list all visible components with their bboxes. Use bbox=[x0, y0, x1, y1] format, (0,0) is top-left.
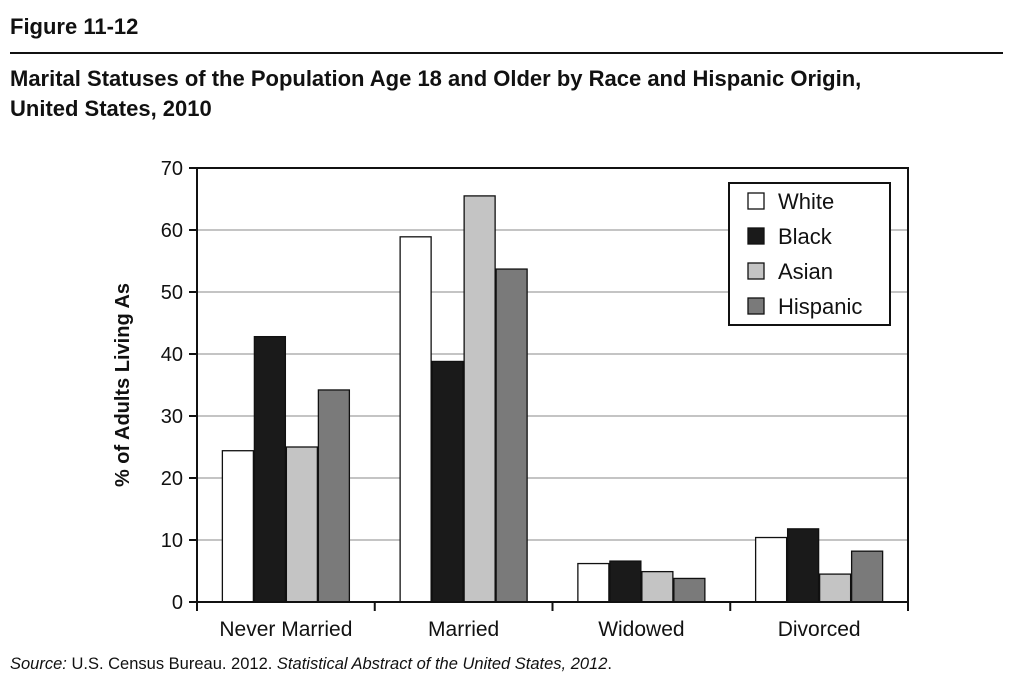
bar-never-married-white bbox=[221, 450, 255, 603]
chart-title: Marital Statuses of the Population Age 1… bbox=[10, 64, 1005, 124]
y-tick-label-40: 40 bbox=[161, 344, 183, 366]
chart-title-line-2: United States, 2010 bbox=[10, 96, 212, 121]
y-tick-label-30: 30 bbox=[161, 406, 183, 428]
source-note: Source: U.S. Census Bureau. 2012. Statis… bbox=[10, 655, 612, 674]
header-rule bbox=[10, 52, 1003, 54]
x-tick-label-widowed: Widowed bbox=[598, 618, 684, 641]
legend-swatch-asian bbox=[747, 262, 765, 280]
chart-title-line-1: Marital Statuses of the Population Age 1… bbox=[10, 66, 862, 91]
source-prefix: Source: bbox=[10, 655, 67, 673]
legend-label-asian: Asian bbox=[778, 259, 833, 284]
legend-label-black: Black bbox=[778, 224, 833, 249]
bar-married-hispanic bbox=[495, 268, 528, 603]
y-tick-label-10: 10 bbox=[161, 530, 183, 552]
bar-married-white bbox=[399, 236, 432, 603]
y-tick-label-50: 50 bbox=[161, 282, 183, 304]
y-axis-label: % of Adults Living As bbox=[112, 283, 134, 487]
bar-widowed-asian bbox=[641, 570, 674, 603]
y-tick-label-70: 70 bbox=[161, 158, 183, 180]
x-tick-label-married: Married bbox=[428, 618, 499, 641]
bar-married-black bbox=[431, 360, 464, 603]
bar-never-married-hispanic bbox=[317, 389, 351, 603]
x-tick-label-divorced: Divorced bbox=[778, 618, 861, 641]
legend-swatch-hispanic bbox=[747, 297, 765, 315]
legend-label-white: White bbox=[778, 189, 834, 214]
y-tick-label-0: 0 bbox=[172, 592, 183, 614]
source-publication: Statistical Abstract of the United State… bbox=[276, 655, 608, 673]
legend-swatch-white bbox=[747, 192, 765, 210]
bar-divorced-black bbox=[786, 528, 820, 603]
bar-widowed-black bbox=[609, 560, 642, 603]
source-text: U.S. Census Bureau. 2012. bbox=[66, 655, 277, 673]
bar-divorced-white bbox=[754, 536, 788, 603]
bar-divorced-hispanic bbox=[850, 550, 884, 603]
bar-never-married-asian bbox=[285, 446, 319, 603]
bar-widowed-hispanic bbox=[673, 577, 706, 603]
bar-divorced-asian bbox=[818, 573, 852, 603]
y-tick-label-20: 20 bbox=[161, 468, 183, 490]
bar-never-married-black bbox=[253, 335, 287, 603]
y-tick-label-60: 60 bbox=[161, 220, 183, 242]
bar-married-asian bbox=[463, 195, 496, 603]
source-suffix: . bbox=[607, 655, 612, 673]
bar-widowed-white bbox=[577, 562, 610, 603]
figure-label: Figure 11-12 bbox=[10, 14, 139, 39]
legend-label-hispanic: Hispanic bbox=[778, 294, 862, 319]
legend-swatch-black bbox=[747, 227, 765, 245]
x-tick-label-never-married: Never Married bbox=[219, 618, 352, 641]
